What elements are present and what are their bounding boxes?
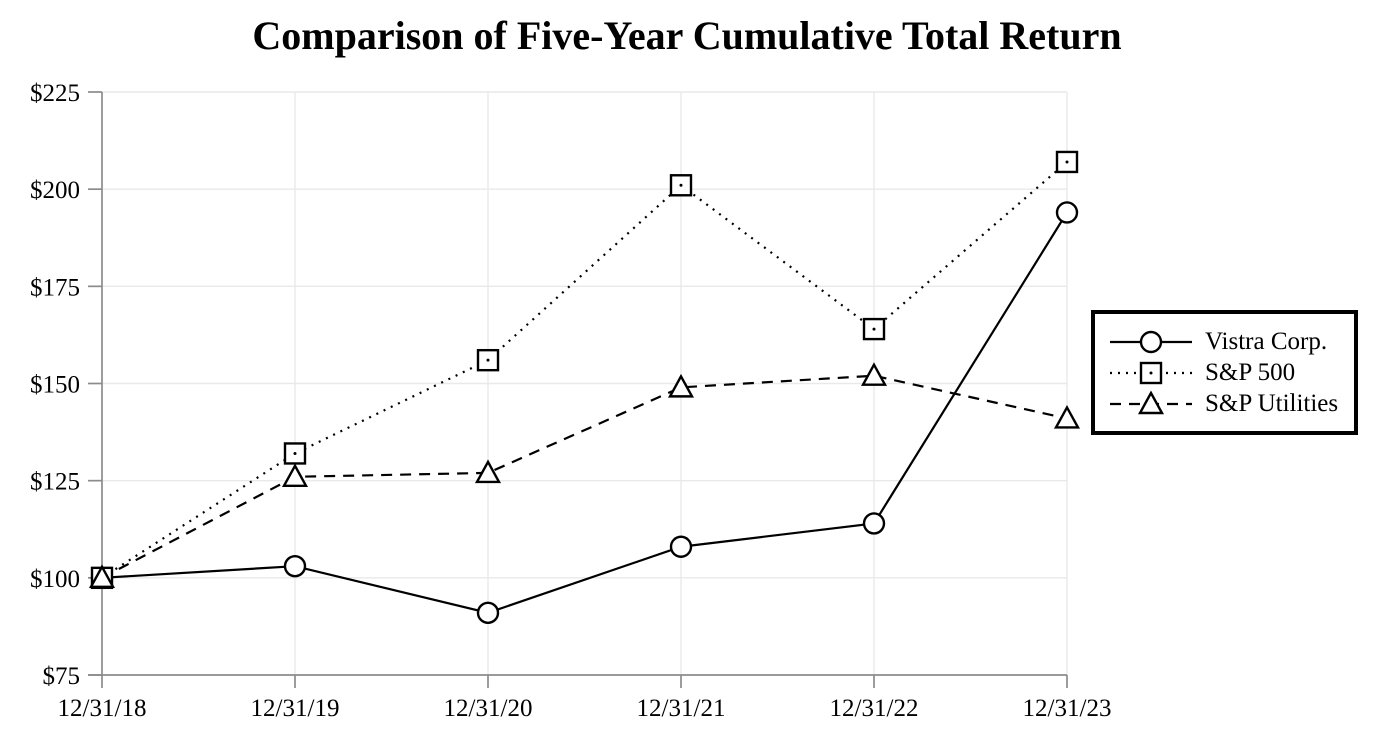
series-line-s-p-500 xyxy=(101,161,1068,579)
x-tick-label: 12/31/22 xyxy=(830,695,919,722)
y-tick-label: $225 xyxy=(30,80,80,107)
y-tick-label: $100 xyxy=(30,566,80,593)
legend-label-sp-500: S&P 500 xyxy=(1205,358,1296,386)
legend-label-vistra-corp: Vistra Corp. xyxy=(1205,327,1328,355)
series-markers-s-p-500 xyxy=(90,150,1079,590)
chart-title: Comparison of Five-Year Cumulative Total… xyxy=(252,13,1122,58)
x-tick-label: 12/31/21 xyxy=(637,695,726,722)
y-tick-label: $125 xyxy=(30,469,80,496)
legend-swatch-solid-line-circle-marker xyxy=(1110,330,1192,353)
series-markers-s-p-utilities xyxy=(88,362,1081,589)
y-tick-label: $150 xyxy=(30,372,80,399)
x-tick-label: 12/31/20 xyxy=(444,695,533,722)
series-line-vistra-corp xyxy=(101,211,1068,614)
x-tick-label: 12/31/18 xyxy=(58,695,147,722)
legend-item-sp-utilities: S&P Utilities xyxy=(1107,388,1348,419)
legend: Vistra Corp. S&P 500 S&P Utilities xyxy=(1091,310,1358,435)
x-tick-label: 12/31/19 xyxy=(251,695,340,722)
legend-label-sp-utilities: S&P Utilities xyxy=(1205,389,1339,417)
legend-item-sp-500: S&P 500 xyxy=(1107,357,1348,388)
legend-swatch-dotted-line-square-marker xyxy=(1110,361,1192,384)
series-line-s-p-utilities xyxy=(101,374,1068,579)
y-tick-label: $175 xyxy=(30,274,80,301)
series-markers-vistra-corp xyxy=(90,201,1079,625)
gridlines xyxy=(102,91,1068,675)
x-tick-label: 12/31/23 xyxy=(1023,695,1112,722)
x-axis-labels: 12/31/18 12/31/19 12/31/20 12/31/21 12/31/22… xyxy=(58,695,1112,722)
legend-swatch-dashed-line-triangle-marker xyxy=(1110,390,1192,414)
y-tick-label: $200 xyxy=(30,177,80,204)
y-tick-label: $75 xyxy=(43,663,81,690)
legend-item-vistra-corp: Vistra Corp. xyxy=(1107,326,1348,357)
axes xyxy=(88,91,1068,688)
y-axis-labels: $75 $100 $125 $150 $175 $200 $225 xyxy=(30,80,80,690)
